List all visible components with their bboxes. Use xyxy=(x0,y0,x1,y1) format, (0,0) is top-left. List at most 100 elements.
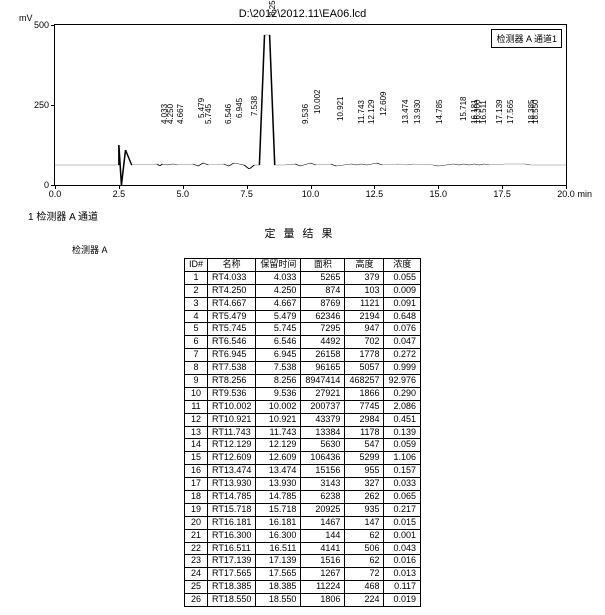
table-cell: 0.091 xyxy=(384,297,421,310)
table-cell: 1806 xyxy=(301,594,345,607)
table-cell: 5057 xyxy=(345,362,384,375)
table-cell: 27921 xyxy=(301,387,345,400)
table-cell: 7.538 xyxy=(256,362,301,375)
peak-label: 8.256 xyxy=(268,0,277,16)
table-header-row: ID#名称保留时间面积高度浓度 xyxy=(184,259,420,272)
table-cell: 96165 xyxy=(301,362,345,375)
table-row: 23RT17.13917.1391516620.016 xyxy=(184,555,420,568)
table-cell: 144 xyxy=(301,529,345,542)
table-cell: 4141 xyxy=(301,542,345,555)
table-cell: 3143 xyxy=(301,478,345,491)
column-header: 保留时间 xyxy=(256,259,301,272)
table-cell: RT13.930 xyxy=(208,478,256,491)
y-tick-label: 500 xyxy=(15,20,49,30)
x-tick-label: 10.0 xyxy=(302,189,320,199)
table-cell: 8.256 xyxy=(256,375,301,388)
table-cell: 947 xyxy=(345,323,384,336)
table-cell: 11.743 xyxy=(256,426,301,439)
table-cell: RT5.479 xyxy=(208,310,256,323)
table-cell: 12.129 xyxy=(256,439,301,452)
table-cell: RT11.743 xyxy=(208,426,256,439)
table-row: 7RT6.9456.9452615817780.272 xyxy=(184,349,420,362)
table-cell: 13384 xyxy=(301,426,345,439)
table-cell: 0.290 xyxy=(384,387,421,400)
table-cell: RT16.511 xyxy=(208,542,256,555)
table-cell: 12.609 xyxy=(256,452,301,465)
table-cell: 1516 xyxy=(301,555,345,568)
table-cell: 0.999 xyxy=(384,362,421,375)
x-tick-label: 5.0 xyxy=(176,189,189,199)
table-cell: 14 xyxy=(184,439,207,452)
table-cell: 25 xyxy=(184,581,207,594)
table-cell: 5.479 xyxy=(256,310,301,323)
table-cell: RT17.565 xyxy=(208,568,256,581)
peak-label: 10.002 xyxy=(313,90,322,114)
table-cell: 62 xyxy=(345,529,384,542)
peak-label: 7.538 xyxy=(250,96,259,116)
table-cell: 22 xyxy=(184,542,207,555)
table-cell: 6238 xyxy=(301,491,345,504)
table-cell: 0.451 xyxy=(384,413,421,426)
table-cell: 12 xyxy=(184,413,207,426)
table-cell: 874 xyxy=(301,284,345,297)
peak-label: 15.718 xyxy=(459,97,468,121)
table-cell: 1121 xyxy=(345,297,384,310)
table-cell: 16 xyxy=(184,465,207,478)
table-cell: 4 xyxy=(184,310,207,323)
table-cell: 17.565 xyxy=(256,568,301,581)
column-header: 高度 xyxy=(345,259,384,272)
table-cell: RT16.300 xyxy=(208,529,256,542)
table-cell: 0.047 xyxy=(384,336,421,349)
table-cell: 2.086 xyxy=(384,400,421,413)
table-cell: RT4.250 xyxy=(208,284,256,297)
table-cell: 1 xyxy=(184,271,207,284)
table-cell: 7295 xyxy=(301,323,345,336)
table-cell: 0.059 xyxy=(384,439,421,452)
table-cell: 5299 xyxy=(345,452,384,465)
table-cell: 20925 xyxy=(301,503,345,516)
table-cell: 224 xyxy=(345,594,384,607)
table-cell: RT5.745 xyxy=(208,323,256,336)
table-row: 9RT8.2568.256894741446825792.976 xyxy=(184,375,420,388)
table-cell: 1467 xyxy=(301,516,345,529)
channel-label: 1 检测器 A 通道 xyxy=(28,208,597,223)
table-row: 13RT11.74311.7431338411780.139 xyxy=(184,426,420,439)
table-cell: 0.019 xyxy=(384,594,421,607)
table-cell: 10.921 xyxy=(256,413,301,426)
table-cell: 0.217 xyxy=(384,503,421,516)
table-cell: 13.930 xyxy=(256,478,301,491)
table-cell: 14.785 xyxy=(256,491,301,504)
table-cell: RT7.538 xyxy=(208,362,256,375)
table-row: 10RT9.5369.5362792118660.290 xyxy=(184,387,420,400)
table-cell: 0.157 xyxy=(384,465,421,478)
x-tick-label: 0.0 xyxy=(49,189,62,199)
table-cell: 15 xyxy=(184,452,207,465)
table-cell: 6 xyxy=(184,336,207,349)
x-tick-label: 2.5 xyxy=(113,189,126,199)
table-cell: RT12.129 xyxy=(208,439,256,452)
table-cell: 262 xyxy=(345,491,384,504)
table-cell: RT17.139 xyxy=(208,555,256,568)
peak-label: 13.474 xyxy=(401,100,410,124)
table-cell: 18 xyxy=(184,491,207,504)
table-body: 1RT4.0334.03352653790.0552RT4.2504.25087… xyxy=(184,271,420,606)
table-cell: 10 xyxy=(184,387,207,400)
x-tick-label: 17.5 xyxy=(493,189,511,199)
table-cell: 935 xyxy=(345,503,384,516)
x-tick-label: 12.5 xyxy=(366,189,384,199)
table-row: 2RT4.2504.2508741030.009 xyxy=(184,284,420,297)
table-row: 5RT5.7455.74572959470.076 xyxy=(184,323,420,336)
table-cell: 106436 xyxy=(301,452,345,465)
column-header: 名称 xyxy=(208,259,256,272)
peak-label: 10.921 xyxy=(336,97,345,121)
table-row: 6RT6.5466.54644927020.047 xyxy=(184,336,420,349)
table-cell: 9.536 xyxy=(256,387,301,400)
table-cell: 26 xyxy=(184,594,207,607)
table-cell: 6.546 xyxy=(256,336,301,349)
table-cell: 15.718 xyxy=(256,503,301,516)
x-tick-label: 7.5 xyxy=(240,189,253,199)
table-cell: 4.033 xyxy=(256,271,301,284)
y-tick-label: 0 xyxy=(15,180,49,190)
peak-label: 4.250 xyxy=(166,104,175,124)
table-cell: 4492 xyxy=(301,336,345,349)
